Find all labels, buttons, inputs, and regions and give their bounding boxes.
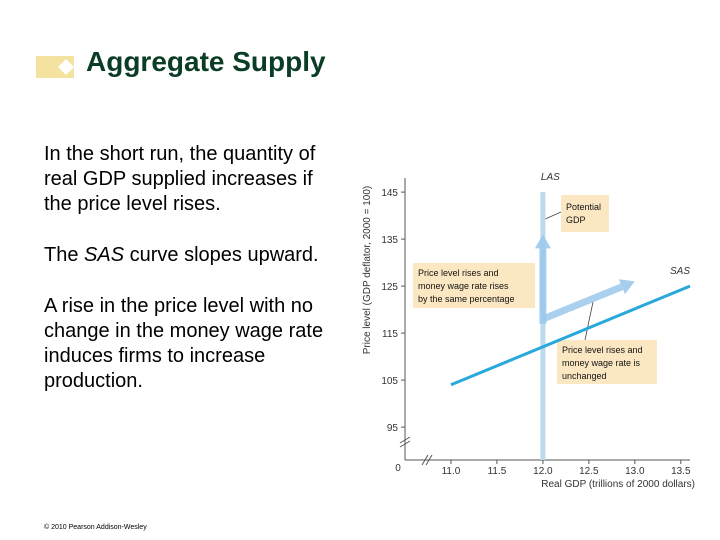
origin-label: 0: [395, 463, 401, 474]
bullet-2-em: SAS: [84, 244, 125, 266]
plot-layer: 95 105 115 125 135 145 11.0 11.5 12.0 12.5 13.0 13.…: [381, 172, 691, 477]
annotation-potential-gdp-leader: [542, 211, 562, 221]
x-tick-label-4: 13.0: [625, 466, 645, 477]
y-tick-label-0: 95: [387, 423, 399, 434]
movement-arrow-shaft-1: [541, 283, 624, 323]
x-tick-label-1: 11.5: [488, 466, 507, 477]
y-tick-label-5: 145: [381, 188, 398, 199]
bullet-1: In the short run, the quantity of real G…: [44, 143, 316, 215]
annotation-same-percentage-box: [413, 263, 535, 308]
annotation-unchanged-line-2: money wage rate is: [562, 358, 641, 368]
annotation-same-percentage-line-3: by the same percentage: [418, 294, 515, 304]
x-tick-label-2: 12.0: [533, 466, 553, 477]
annotation-same-percentage-line-1: Price level rises and: [418, 268, 499, 278]
annotation-unchanged: Price level rises and money wage rate is…: [557, 301, 657, 384]
annotation-potential-gdp-line-2: GDP: [566, 215, 586, 225]
sas-label: SAS: [670, 266, 690, 277]
bullet-2-post: curve slopes upward.: [124, 244, 319, 266]
sas-line: [450, 284, 691, 387]
movement-arrow-head-0: [534, 234, 551, 249]
bullet-2-pre: The: [44, 244, 85, 266]
slide-title: Aggregate Supply: [86, 46, 326, 77]
annotation-unchanged-leader: [584, 301, 594, 341]
x-tick-label-5: 13.5: [671, 466, 691, 477]
y-tick-label-1: 105: [381, 376, 398, 387]
y-tick-label-4: 135: [381, 235, 398, 246]
aggregate-supply-chart: Price level (GDP deflator, 2000 = 100) R…: [362, 172, 695, 490]
y-tick-label-3: 125: [381, 282, 398, 293]
y-axis-label: Price level (GDP deflator, 2000 = 100): [362, 186, 373, 355]
x-axis-label: Real GDP (trillions of 2000 dollars): [541, 479, 695, 490]
bullet-2: The SAS curve slopes upward.: [44, 243, 344, 268]
bullet-3: A rise in the price level with no change…: [44, 295, 324, 392]
movement-arrow-head-1: [618, 279, 635, 295]
y-tick-label-2: 115: [382, 329, 398, 340]
annotation-potential-gdp: Potential GDP: [542, 195, 609, 232]
title-decoration: [36, 56, 74, 78]
y-axis-break: [399, 436, 411, 448]
annotation-potential-gdp-line-1: Potential: [566, 202, 601, 212]
copyright: © 2010 Pearson Addison-Wesley: [44, 524, 147, 531]
las-label: LAS: [541, 172, 560, 183]
bullet-list: In the short run, the quantity of real G…: [44, 142, 344, 420]
annotation-unchanged-box: [557, 340, 657, 384]
annotation-same-percentage: Price level rises and money wage rate ri…: [413, 263, 535, 308]
x-tick-label-0: 11.0: [442, 466, 461, 477]
annotation-unchanged-line-1: Price level rises and: [562, 345, 643, 355]
annotation-unchanged-line-3: unchanged: [562, 371, 607, 381]
x-axis-break: [421, 454, 433, 466]
x-tick-label-3: 12.5: [579, 466, 599, 477]
annotation-same-percentage-line-2: money wage rate rises: [418, 281, 509, 291]
annotation-potential-gdp-box: [561, 195, 609, 232]
